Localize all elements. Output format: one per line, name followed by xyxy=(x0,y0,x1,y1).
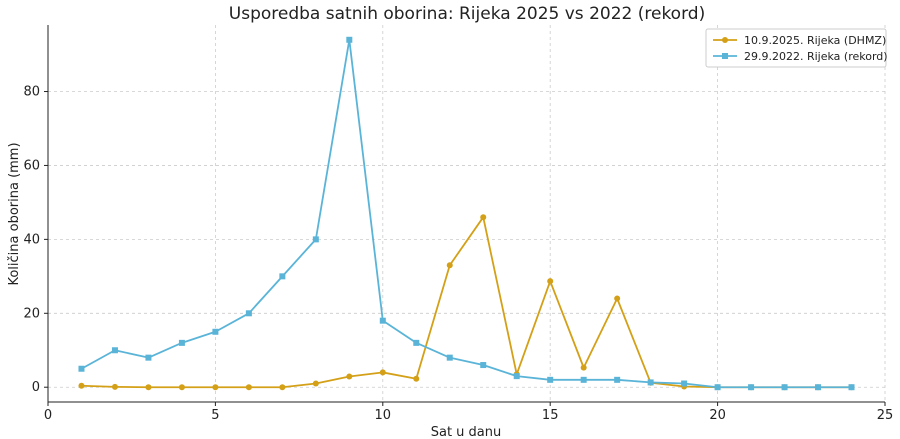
data-point-record-2022 xyxy=(178,339,185,346)
series-layer xyxy=(78,36,855,391)
y-tick-label: 80 xyxy=(23,85,40,100)
data-point-record-2022 xyxy=(848,384,855,391)
legend-label-record-2022: 29.9.2022. Rijeka (rekord) xyxy=(744,50,888,63)
legend-box xyxy=(705,28,887,68)
data-point-record-2022 xyxy=(145,354,152,361)
legend: 10.9.2025. Rijeka (DHMZ) 29.9.2022. Rije… xyxy=(705,28,888,68)
data-point-dhmz-2025 xyxy=(346,373,353,380)
data-point-dhmz-2025 xyxy=(580,364,587,371)
data-point-dhmz-2025 xyxy=(446,262,453,269)
x-tick-label: 25 xyxy=(877,408,894,423)
data-point-record-2022 xyxy=(446,354,453,361)
legend-label-dhmz-2025: 10.9.2025. Rijeka (DHMZ) xyxy=(744,34,886,47)
x-tick-label: 10 xyxy=(375,408,392,423)
data-point-record-2022 xyxy=(781,384,788,391)
y-axis-label: Količina oborina (mm) xyxy=(7,142,22,285)
legend-marker-record-2022 xyxy=(722,53,728,59)
data-point-dhmz-2025 xyxy=(312,380,319,387)
data-point-record-2022 xyxy=(346,36,353,43)
data-point-record-2022 xyxy=(480,362,487,369)
data-point-dhmz-2025 xyxy=(212,384,219,391)
data-point-dhmz-2025 xyxy=(413,375,420,382)
ticks-layer: 0 5 10 15 20 25 0 20 40 60 80 xyxy=(23,85,893,423)
data-point-record-2022 xyxy=(748,384,755,391)
x-axis-label: Sat u danu xyxy=(431,425,502,439)
series-line-record-2022 xyxy=(81,38,852,389)
data-point-record-2022 xyxy=(111,347,118,354)
x-tick-label: 15 xyxy=(542,408,559,423)
y-tick-label: 60 xyxy=(23,158,40,173)
data-point-dhmz-2025 xyxy=(78,382,85,389)
data-point-record-2022 xyxy=(279,273,286,280)
data-point-record-2022 xyxy=(614,376,621,383)
data-point-record-2022 xyxy=(815,384,822,391)
data-point-record-2022 xyxy=(212,328,219,335)
data-point-record-2022 xyxy=(681,380,688,387)
axes-layer xyxy=(47,25,885,403)
data-point-record-2022 xyxy=(312,236,319,243)
data-point-record-2022 xyxy=(379,317,386,324)
data-point-record-2022 xyxy=(580,376,587,383)
x-tick-label: 5 xyxy=(211,408,219,423)
data-point-dhmz-2025 xyxy=(480,214,487,221)
legend-marker-dhmz-2025 xyxy=(722,37,728,43)
y-tick-label: 0 xyxy=(32,380,40,395)
data-point-dhmz-2025 xyxy=(614,295,621,302)
x-tick-label: 20 xyxy=(709,408,726,423)
data-point-dhmz-2025 xyxy=(111,383,118,390)
data-point-dhmz-2025 xyxy=(145,384,152,391)
data-point-record-2022 xyxy=(413,339,420,346)
data-point-record-2022 xyxy=(714,384,721,391)
data-point-dhmz-2025 xyxy=(245,384,252,391)
data-point-record-2022 xyxy=(647,379,654,386)
grid-layer xyxy=(48,25,886,402)
data-point-dhmz-2025 xyxy=(178,384,185,391)
y-tick-label: 20 xyxy=(23,306,40,321)
data-point-record-2022 xyxy=(78,365,85,372)
data-point-dhmz-2025 xyxy=(547,278,554,285)
x-tick-label: 0 xyxy=(44,408,52,423)
data-point-dhmz-2025 xyxy=(379,369,386,376)
y-tick-label: 40 xyxy=(23,232,40,247)
chart-title: Usporedba satnih oborina: Rijeka 2025 vs… xyxy=(229,4,705,24)
data-point-dhmz-2025 xyxy=(279,384,286,391)
data-point-record-2022 xyxy=(513,373,520,380)
data-point-record-2022 xyxy=(547,376,554,383)
data-point-record-2022 xyxy=(245,310,252,317)
